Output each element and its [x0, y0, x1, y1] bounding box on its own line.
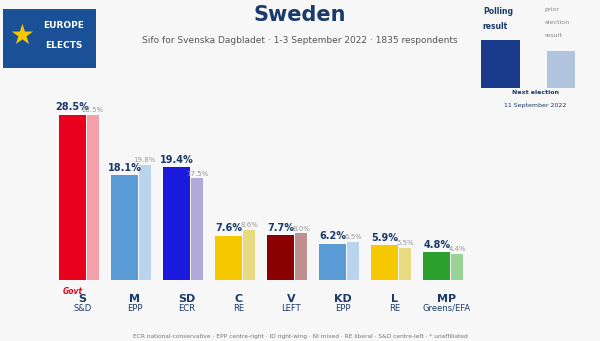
- Text: 4.4%: 4.4%: [448, 247, 466, 252]
- Bar: [371, 246, 398, 280]
- Bar: [451, 254, 463, 280]
- Bar: [139, 165, 151, 280]
- Text: M: M: [129, 294, 140, 304]
- Text: ECR: ECR: [178, 304, 195, 313]
- Text: C: C: [235, 294, 243, 304]
- Text: 8.0%: 8.0%: [292, 226, 310, 232]
- Bar: [295, 233, 307, 280]
- Bar: [267, 235, 294, 280]
- Text: S&D: S&D: [73, 304, 92, 313]
- Text: Sifo for Svenska Dagbladet · 1-3 September 2022 · 1835 respondents: Sifo for Svenska Dagbladet · 1-3 Septemb…: [142, 36, 458, 45]
- Text: election: election: [545, 20, 570, 25]
- Text: MP: MP: [437, 294, 457, 304]
- Text: RE: RE: [233, 304, 244, 313]
- Text: result: result: [483, 22, 508, 31]
- Text: 7.6%: 7.6%: [215, 223, 242, 233]
- Text: Greens/EFA: Greens/EFA: [423, 304, 471, 313]
- Bar: [191, 178, 203, 280]
- Text: KD: KD: [334, 294, 352, 304]
- Bar: [111, 175, 138, 280]
- Text: 4.8%: 4.8%: [423, 239, 450, 250]
- Text: 8.6%: 8.6%: [240, 222, 258, 228]
- Text: 28.5%: 28.5%: [82, 107, 104, 113]
- Bar: [319, 244, 346, 280]
- Text: 18.1%: 18.1%: [107, 163, 142, 173]
- Bar: [163, 167, 190, 280]
- Bar: [481, 40, 520, 88]
- Text: S: S: [79, 294, 86, 304]
- Bar: [243, 230, 254, 280]
- Text: Polling: Polling: [483, 7, 513, 16]
- Text: 19.8%: 19.8%: [134, 157, 156, 163]
- Text: LEFT: LEFT: [281, 304, 301, 313]
- Text: 7.7%: 7.7%: [267, 223, 294, 233]
- Text: 6.5%: 6.5%: [344, 234, 362, 240]
- Text: 11 September 2022: 11 September 2022: [505, 103, 566, 107]
- Text: 28.5%: 28.5%: [55, 102, 89, 113]
- Text: Sweden: Sweden: [254, 5, 346, 25]
- Text: 19.4%: 19.4%: [160, 155, 193, 165]
- Bar: [423, 252, 450, 280]
- Bar: [400, 248, 411, 280]
- Text: 5.5%: 5.5%: [396, 240, 414, 246]
- Text: Govt: Govt: [62, 286, 82, 296]
- Text: L: L: [391, 294, 398, 304]
- Text: 5.9%: 5.9%: [371, 233, 398, 243]
- Text: 6.2%: 6.2%: [319, 232, 346, 241]
- Bar: [59, 115, 86, 280]
- Text: SD: SD: [178, 294, 196, 304]
- Text: EUROPE: EUROPE: [43, 21, 84, 30]
- Text: EPP: EPP: [127, 304, 142, 313]
- Text: ★: ★: [9, 21, 34, 49]
- Bar: [547, 51, 575, 88]
- Text: ELECTS: ELECTS: [45, 41, 82, 50]
- Text: V: V: [286, 294, 295, 304]
- Text: ECR national-conservative · EPP centre-right · ID right-wing · NI mixed · RE lib: ECR national-conservative · EPP centre-r…: [133, 334, 467, 339]
- Text: prior: prior: [545, 7, 560, 12]
- Text: 17.5%: 17.5%: [186, 170, 208, 177]
- Text: RE: RE: [389, 304, 400, 313]
- Bar: [347, 242, 359, 280]
- Bar: [215, 236, 242, 280]
- Text: result: result: [545, 33, 563, 39]
- Bar: [87, 115, 98, 280]
- Text: Next election: Next election: [512, 90, 559, 95]
- Text: EPP: EPP: [335, 304, 350, 313]
